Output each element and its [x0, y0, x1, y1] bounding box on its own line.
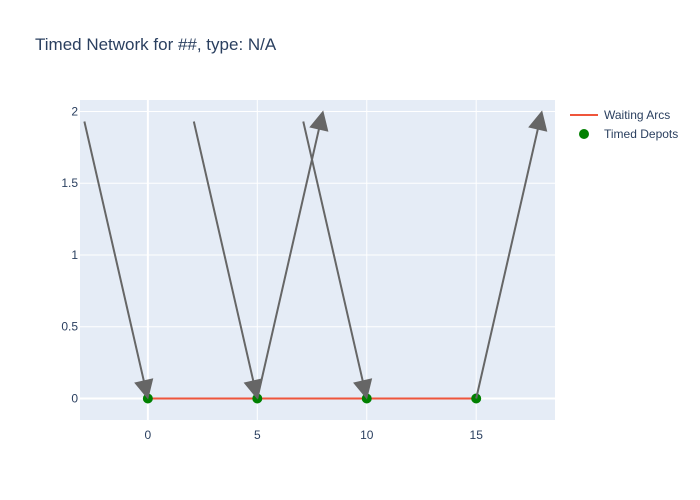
tick-labels: 0 5 10 15 0 0.5 1 1.5 2 — [61, 104, 483, 442]
arrow-shaft — [83, 121, 145, 382]
arrow-shaft — [475, 128, 539, 399]
x-tick-label: 10 — [360, 428, 374, 442]
chart-title: Timed Network for ##, type: N/A — [35, 35, 277, 54]
arrow-shaft — [192, 121, 255, 382]
y-tick-label: 0 — [71, 391, 78, 405]
y-tick-label: 1 — [71, 248, 78, 262]
arrow-head — [134, 378, 154, 400]
legend-label-waiting-arcs: Waiting Arcs — [604, 108, 670, 122]
x-tick-label: 0 — [145, 428, 152, 442]
arrow-head — [309, 110, 329, 132]
x-tick-label: 5 — [254, 428, 261, 442]
y-tick-label: 1.5 — [61, 176, 78, 190]
arrow-shaft — [302, 121, 364, 382]
legend-item-waiting-arcs[interactable]: Waiting Arcs — [570, 108, 670, 122]
arrow-head — [353, 378, 373, 400]
y-tick-label: 2 — [71, 104, 78, 118]
plot-area — [80, 100, 555, 420]
legend-label-timed-depots: Timed Depots — [604, 127, 678, 141]
legend-item-timed-depots[interactable]: Timed Depots — [579, 127, 678, 141]
x-tick-label: 15 — [470, 428, 484, 442]
y-tick-label: 0.5 — [61, 320, 78, 334]
arrow-layer — [83, 110, 548, 400]
legend[interactable]: Waiting Arcs Timed Depots — [570, 108, 678, 141]
arrow-head — [528, 110, 548, 132]
legend-marker-swatch — [579, 129, 589, 139]
arrow-shaft — [256, 128, 320, 399]
